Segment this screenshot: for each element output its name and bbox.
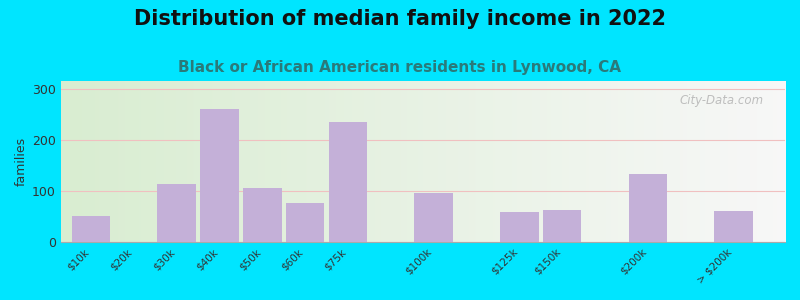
Bar <box>72 216 110 242</box>
Bar <box>286 203 325 242</box>
Y-axis label: families: families <box>15 137 28 186</box>
Bar <box>243 188 282 242</box>
Bar <box>414 193 453 242</box>
Text: Black or African American residents in Lynwood, CA: Black or African American residents in L… <box>178 60 622 75</box>
Bar <box>629 174 667 242</box>
Text: Distribution of median family income in 2022: Distribution of median family income in … <box>134 9 666 29</box>
Bar <box>200 109 238 242</box>
Bar <box>158 184 196 242</box>
Bar <box>714 211 753 242</box>
Text: City-Data.com: City-Data.com <box>679 94 763 107</box>
Bar <box>500 212 538 242</box>
Bar <box>329 122 367 242</box>
Bar <box>543 210 582 242</box>
